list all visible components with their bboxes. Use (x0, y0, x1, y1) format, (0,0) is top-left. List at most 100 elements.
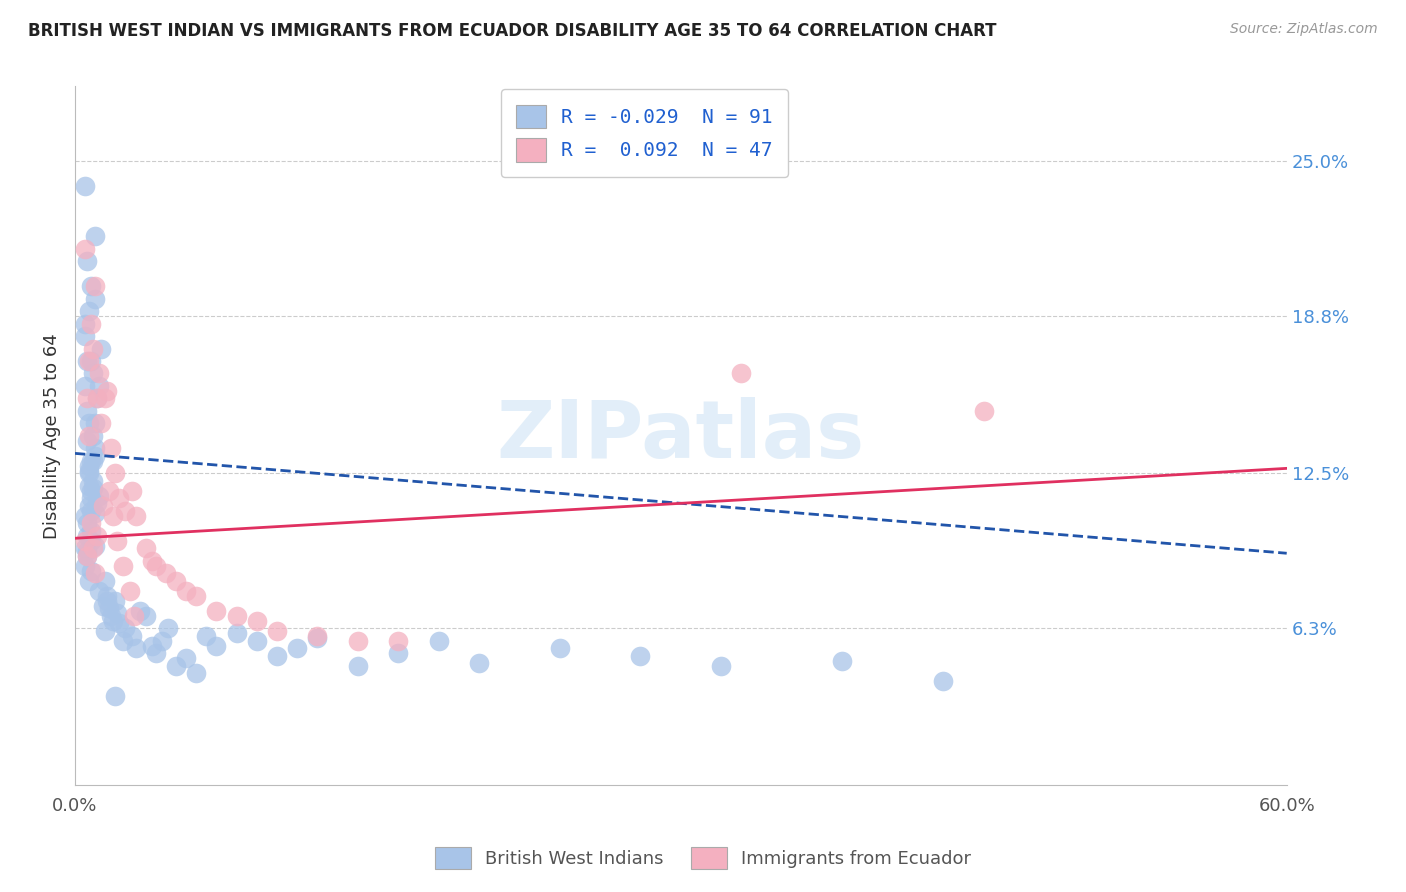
Point (80, 483, 103, 498)
Point (186, 666, 208, 681)
Point (80, 279, 103, 293)
Point (307, 629, 329, 643)
Point (548, 641, 571, 656)
Point (118, 583, 141, 598)
Point (165, 658, 187, 673)
Point (121, 483, 143, 498)
Point (710, 658, 733, 673)
Point (135, 541, 157, 556)
Point (141, 554, 163, 568)
Point (155, 566, 177, 581)
Point (107, 606, 129, 620)
Point (91, 599, 114, 613)
Point (346, 633, 368, 648)
Point (387, 633, 409, 648)
Point (75, 541, 97, 556)
Point (122, 608, 145, 623)
Point (82, 481, 104, 495)
Point (77, 467, 100, 481)
Point (150, 633, 173, 648)
Point (77, 458, 100, 473)
Point (75, 533, 97, 548)
Legend: R = -0.029  N = 91, R =  0.092  N = 47: R = -0.029 N = 91, R = 0.092 N = 47 (501, 89, 789, 178)
Point (107, 533, 129, 548)
Point (195, 629, 218, 643)
Point (973, 404, 995, 418)
Point (89, 367, 111, 381)
Point (103, 614, 125, 628)
Text: ZIPatlas: ZIPatlas (496, 397, 865, 475)
Point (124, 508, 146, 523)
Point (730, 367, 752, 381)
Point (186, 589, 208, 603)
Point (112, 633, 135, 648)
Point (77, 429, 100, 443)
Point (114, 504, 136, 518)
Point (98, 483, 121, 498)
Point (76, 434, 98, 448)
Point (80, 454, 103, 468)
Point (285, 641, 308, 656)
Point (76, 529, 98, 543)
Point (86, 392, 108, 406)
Point (84, 292, 107, 306)
Y-axis label: Disability Age 35 to 64: Disability Age 35 to 64 (44, 333, 60, 539)
Point (156, 621, 179, 635)
Point (84, 539, 107, 553)
Point (80, 491, 103, 506)
Point (75, 317, 97, 331)
Point (75, 242, 97, 256)
Point (103, 508, 125, 523)
Point (82, 342, 104, 356)
Point (94, 392, 117, 406)
Point (165, 574, 187, 588)
Point (84, 449, 107, 463)
Point (174, 583, 197, 598)
Point (94, 574, 117, 588)
Point (94, 624, 117, 638)
Point (80, 504, 103, 518)
Point (77, 499, 100, 513)
Point (90, 417, 112, 431)
Point (86, 496, 108, 510)
Point (82, 367, 104, 381)
Point (76, 543, 98, 558)
Point (96, 589, 118, 603)
Point (108, 616, 131, 631)
Point (100, 442, 122, 456)
Point (205, 639, 228, 653)
Point (225, 608, 247, 623)
Point (124, 641, 146, 656)
Point (427, 633, 450, 648)
Point (75, 329, 97, 343)
Point (174, 651, 197, 665)
Point (98, 601, 121, 615)
Point (82, 474, 104, 488)
Point (76, 354, 98, 368)
Point (108, 491, 131, 506)
Point (76, 549, 98, 563)
Point (75, 179, 97, 194)
Point (77, 417, 100, 431)
Text: BRITISH WEST INDIAN VS IMMIGRANTS FROM ECUADOR DISABILITY AGE 35 TO 64 CORRELATI: BRITISH WEST INDIAN VS IMMIGRANTS FROM E… (28, 22, 997, 40)
Point (121, 629, 143, 643)
Point (932, 673, 955, 688)
Point (82, 429, 104, 443)
Point (128, 604, 150, 618)
Point (307, 631, 329, 645)
Point (96, 593, 118, 607)
Point (80, 516, 103, 531)
Point (76, 516, 98, 531)
Point (76, 254, 98, 268)
Point (91, 499, 114, 513)
Point (75, 379, 97, 393)
Point (80, 354, 103, 368)
Point (145, 646, 167, 660)
Point (77, 464, 100, 478)
Point (77, 574, 100, 588)
Point (100, 608, 122, 623)
Point (84, 442, 107, 456)
Point (468, 656, 491, 670)
Point (205, 604, 228, 618)
Point (76, 404, 98, 418)
